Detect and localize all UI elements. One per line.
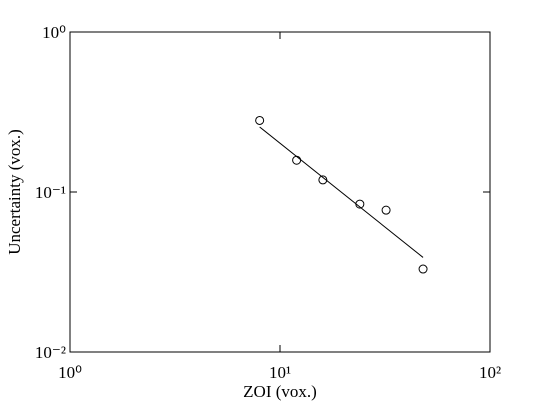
x-tick-label: 10¹ bbox=[269, 363, 291, 382]
y-tick-label: 10⁻² bbox=[35, 343, 66, 362]
data-point bbox=[318, 175, 328, 185]
y-tick-label: 10⁻¹ bbox=[35, 183, 66, 202]
data-point bbox=[292, 155, 302, 165]
data-point bbox=[381, 205, 391, 215]
fit-line bbox=[259, 126, 424, 258]
x-tick-label: 10⁰ bbox=[58, 363, 82, 382]
x-tick-label: 10² bbox=[479, 363, 501, 382]
y-axis-label: Uncertainty (vox.) bbox=[5, 129, 24, 255]
y-tick-label: 10⁰ bbox=[42, 23, 66, 42]
data-point bbox=[418, 264, 428, 274]
data-point bbox=[255, 115, 265, 125]
x-axis-label: ZOI (vox.) bbox=[243, 382, 317, 401]
plot-frame bbox=[69, 31, 491, 353]
